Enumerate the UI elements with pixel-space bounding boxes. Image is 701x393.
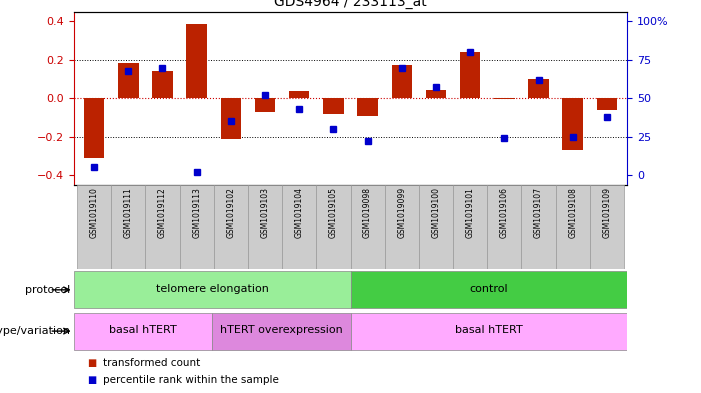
Text: GSM1019100: GSM1019100 xyxy=(431,187,440,238)
Bar xyxy=(487,185,522,269)
Text: genotype/variation: genotype/variation xyxy=(0,326,70,336)
Text: GSM1019102: GSM1019102 xyxy=(226,187,236,238)
Text: GSM1019108: GSM1019108 xyxy=(569,187,577,238)
Text: GSM1019106: GSM1019106 xyxy=(500,187,509,238)
Bar xyxy=(179,185,214,269)
Text: transformed count: transformed count xyxy=(103,358,200,367)
Text: ■: ■ xyxy=(88,358,97,367)
Text: percentile rank within the sample: percentile rank within the sample xyxy=(103,375,279,385)
Text: protocol: protocol xyxy=(25,285,70,295)
Bar xyxy=(289,90,309,98)
Text: GSM1019107: GSM1019107 xyxy=(534,187,543,238)
Bar xyxy=(556,185,590,269)
Bar xyxy=(419,185,453,269)
Bar xyxy=(562,98,583,150)
Bar xyxy=(358,98,378,116)
Bar xyxy=(460,52,480,98)
Bar xyxy=(494,98,515,99)
Bar xyxy=(145,185,179,269)
Text: basal hTERT: basal hTERT xyxy=(109,325,177,335)
Text: GSM1019113: GSM1019113 xyxy=(192,187,201,238)
Bar xyxy=(597,98,617,110)
Bar xyxy=(350,185,385,269)
Bar xyxy=(350,312,627,350)
Text: basal hTERT: basal hTERT xyxy=(455,325,523,335)
Bar xyxy=(426,90,447,98)
Text: hTERT overexpression: hTERT overexpression xyxy=(220,325,343,335)
Text: GSM1019111: GSM1019111 xyxy=(124,187,132,238)
Bar xyxy=(221,98,241,139)
Bar xyxy=(590,185,624,269)
Bar xyxy=(385,185,419,269)
Bar xyxy=(118,63,139,98)
Text: GSM1019112: GSM1019112 xyxy=(158,187,167,238)
Bar xyxy=(84,98,104,158)
Text: GSM1019099: GSM1019099 xyxy=(397,187,407,239)
Bar xyxy=(74,271,351,309)
Text: GSM1019103: GSM1019103 xyxy=(261,187,270,238)
Text: ■: ■ xyxy=(88,375,97,385)
Bar xyxy=(214,185,248,269)
Text: GSM1019105: GSM1019105 xyxy=(329,187,338,238)
Text: GSM1019098: GSM1019098 xyxy=(363,187,372,238)
Bar xyxy=(74,312,212,350)
Bar xyxy=(254,98,275,112)
Bar xyxy=(186,24,207,98)
Bar xyxy=(350,271,627,309)
Bar xyxy=(529,79,549,98)
Bar xyxy=(316,185,350,269)
Text: GSM1019110: GSM1019110 xyxy=(90,187,99,238)
Bar xyxy=(77,185,111,269)
Title: GDS4964 / 233113_at: GDS4964 / 233113_at xyxy=(274,0,427,9)
Bar xyxy=(392,64,412,98)
Bar xyxy=(453,185,487,269)
Bar xyxy=(522,185,556,269)
Text: control: control xyxy=(470,284,508,294)
Bar xyxy=(323,98,343,114)
Bar xyxy=(212,312,350,350)
Bar xyxy=(282,185,316,269)
Bar xyxy=(152,72,172,98)
Bar xyxy=(111,185,145,269)
Text: telomere elongation: telomere elongation xyxy=(156,284,268,294)
Text: GSM1019109: GSM1019109 xyxy=(602,187,611,238)
Text: GSM1019104: GSM1019104 xyxy=(294,187,304,238)
Bar xyxy=(248,185,282,269)
Text: GSM1019101: GSM1019101 xyxy=(465,187,475,238)
